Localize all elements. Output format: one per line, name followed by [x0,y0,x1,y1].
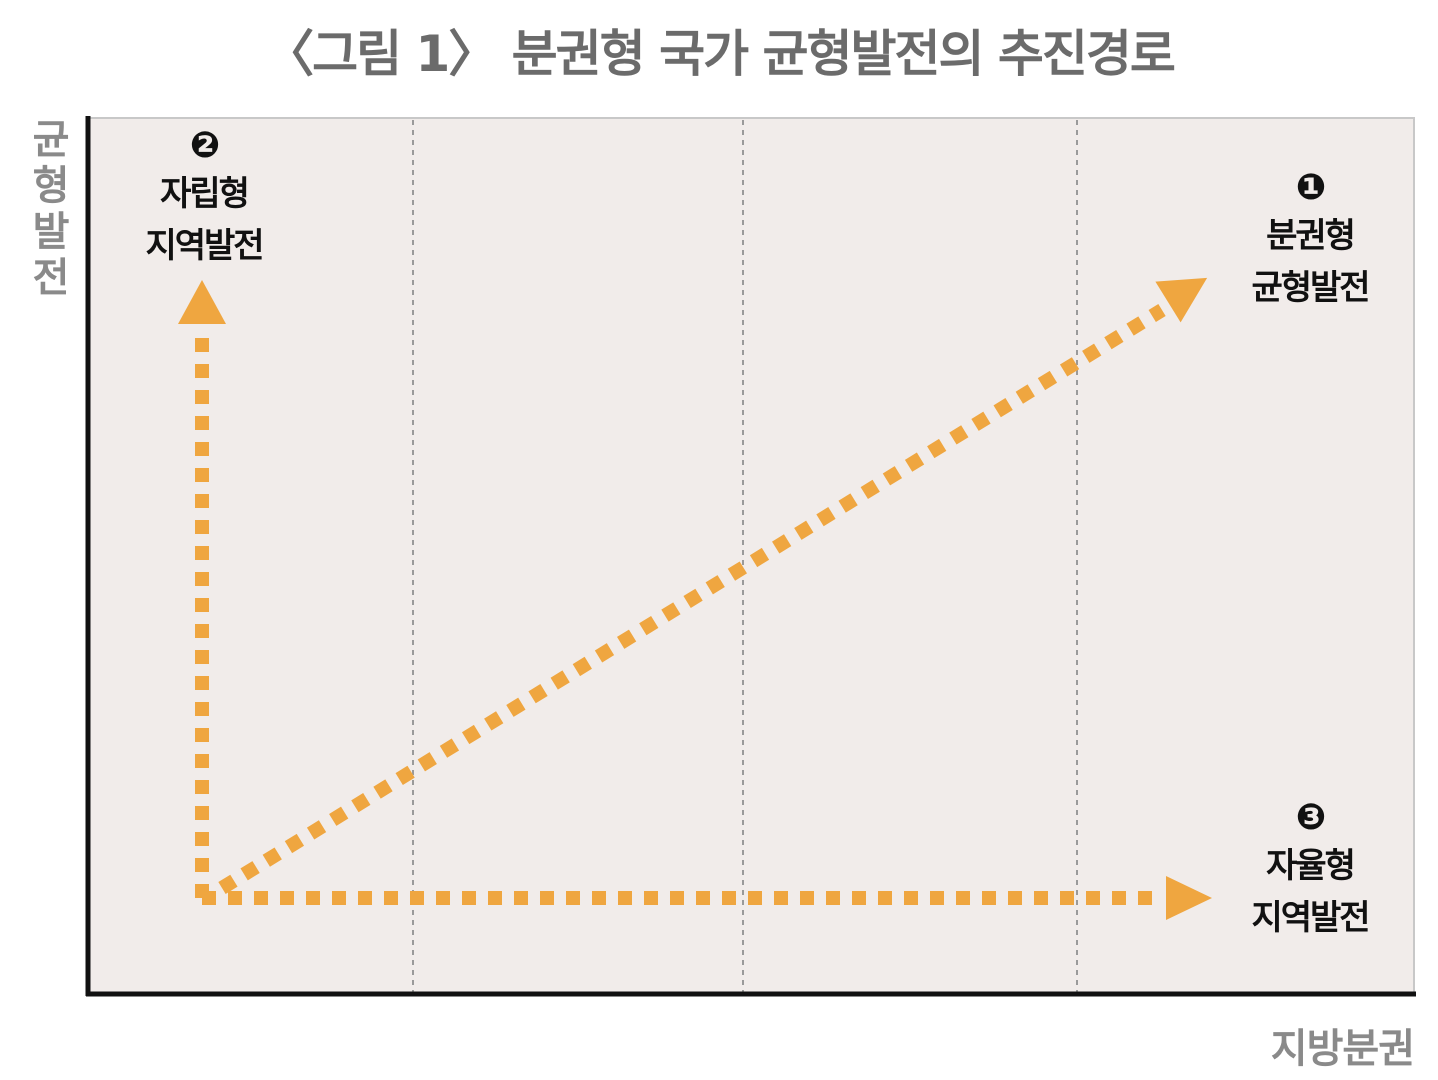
arrows [195,304,1166,905]
node-label: 균형발전 [1251,268,1370,308]
arrowhead [1155,277,1208,323]
node-label: 지역발전 [1251,898,1370,938]
node: ❷ 자립형 지역발전 [94,124,314,272]
node: ❸ 자율형 지역발전 [1200,796,1420,944]
node-number: ❸ [1295,797,1326,838]
arrowhead [1166,876,1212,920]
y-axis-label: 균형발전 [24,118,70,302]
title: 〈그림 1〉 분권형 국가 균형발전의 추진경로 [264,25,1176,83]
node-label: 자율형 [1266,846,1356,886]
arrowhead [178,280,226,324]
x-axis-label: 지방분권 [1270,1026,1415,1072]
node-number: ❶ [1295,167,1326,208]
node-label: 지역발전 [145,226,264,266]
node-label: 분권형 [1266,216,1356,256]
node-number: ❷ [189,125,220,166]
node-label: 자립형 [160,174,250,214]
node: ❶ 분권형 균형발전 [1200,166,1420,314]
arrow-line [218,304,1166,894]
